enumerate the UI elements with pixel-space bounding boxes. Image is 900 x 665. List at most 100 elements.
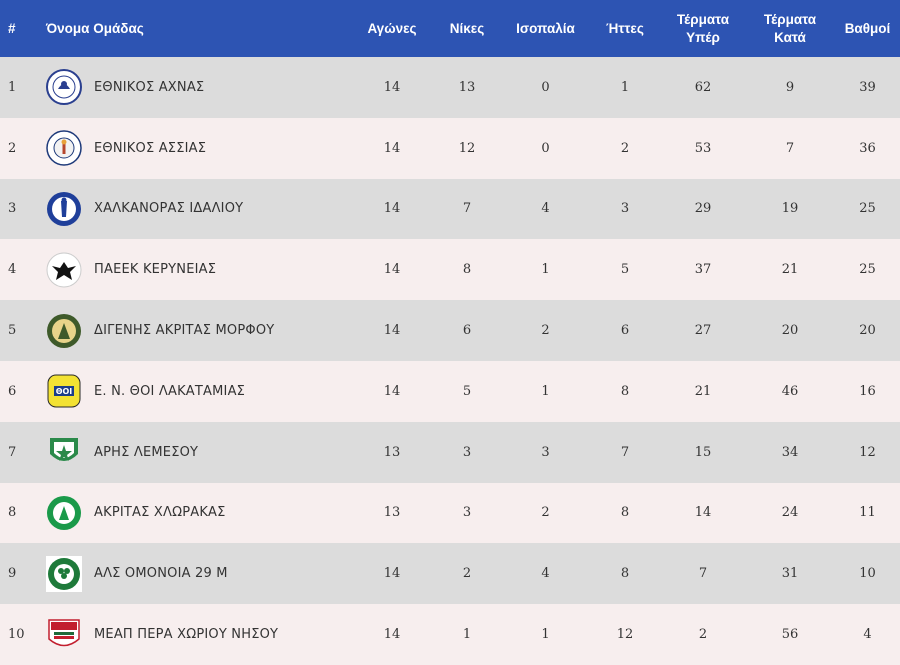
team-name[interactable]: ΔΙΓΕΝΗΣ ΑΚΡΙΤΑΣ ΜΟΡΦΟΥ (94, 323, 275, 339)
header-losses[interactable]: Ήττες (606, 20, 644, 36)
table-row[interactable]: 1 ΕΘΝΙΚΟΣ ΑΧΝΑΣ 14 13 0 1 62 9 39 (0, 57, 900, 118)
team-cell[interactable]: ΠΑΕΕΚ ΚΕΡΥΝΕΙΑΣ (46, 239, 352, 300)
draws-cell: 1 (541, 262, 550, 278)
wins-cell: 3 (462, 505, 472, 521)
table-row[interactable]: 2 ΕΘΝΙΚΟΣ ΑΣΣΙΑΣ 14 12 0 2 53 7 36 (0, 117, 900, 179)
table-row[interactable]: 8 ΑΚΡΙΤΑΣ ΧΛΩΡΑΚΑΣ 13 3 2 8 14 24 11 (0, 482, 900, 544)
header-points[interactable]: Βαθμοί (844, 20, 891, 36)
points-cell: 39 (859, 79, 876, 95)
team-cell[interactable]: ΜΕΑΠ ΠΕΡΑ ΧΩΡΙΟΥ ΝΗΣΟΥ (46, 604, 352, 665)
played-cell: 14 (383, 201, 401, 217)
omonoia-crest-icon (46, 555, 82, 592)
team-cell[interactable]: ΔΙΓΕΝΗΣ ΑΚΡΙΤΑΣ ΜΟΡΦΟΥ (46, 300, 352, 361)
team-cell[interactable]: ΑΚΡΙΤΑΣ ΧΛΩΡΑΚΑΣ (46, 483, 352, 544)
ethnikos-achnas-crest-icon (46, 69, 82, 106)
points-cell: 20 (859, 323, 876, 339)
position-cell: 6 (8, 383, 17, 399)
header-draws[interactable]: Ισοπαλία (516, 20, 575, 36)
goals-against-cell: 7 (785, 140, 795, 156)
points-cell: 11 (859, 505, 876, 521)
draws-cell: 4 (541, 566, 550, 582)
header-team-name[interactable]: Όνομα Ομάδας (46, 20, 144, 36)
goals-against-cell: 21 (781, 262, 799, 278)
goals-for-cell: 7 (698, 566, 708, 582)
goals-for-cell: 14 (694, 505, 712, 521)
table-row[interactable]: 7 ΑΡΗΣ ΛΕΜΕΣΟΥ 13 3 3 7 15 34 12 (0, 421, 900, 483)
wins-cell: 3 (462, 444, 472, 460)
team-name[interactable]: ΕΘΝΙΚΟΣ ΑΣΣΙΑΣ (94, 140, 207, 156)
ethnikos-assias-crest-icon (46, 130, 82, 166)
position-cell: 4 (8, 262, 17, 278)
played-cell: 14 (383, 566, 401, 582)
losses-cell: 3 (620, 201, 630, 217)
points-cell: 10 (859, 566, 876, 582)
played-cell: 14 (383, 79, 401, 95)
team-name[interactable]: ΜΕΑΠ ΠΕΡΑ ΧΩΡΙΟΥ ΝΗΣΟΥ (94, 627, 279, 643)
akritas-crest-icon (46, 495, 82, 531)
team-name[interactable]: ΧΑΛΚΑΝΟΡΑΣ ΙΔΑΛΙΟΥ (94, 201, 244, 217)
team-name[interactable]: ΕΘΝΙΚΟΣ ΑΧΝΑΣ (94, 79, 205, 95)
position-cell: 5 (8, 323, 17, 339)
wins-cell: 7 (462, 201, 472, 217)
team-name[interactable]: Ε. Ν. ΘΟΙ ΛΑΚΑΤΑΜΙΑΣ (94, 383, 246, 399)
losses-cell: 12 (616, 627, 634, 643)
points-cell: 36 (859, 140, 876, 156)
draws-cell: 2 (541, 505, 550, 521)
wins-cell: 12 (458, 140, 476, 156)
header-position[interactable]: # (8, 20, 16, 36)
goals-against-cell: 20 (781, 323, 799, 339)
played-cell: 13 (383, 505, 401, 521)
chalkanoras-crest-icon (46, 191, 82, 227)
team-cell[interactable]: ΑΡΗΣ ΛΕΜΕΣΟΥ (46, 422, 352, 483)
table-row[interactable]: 3 ΧΑΛΚΑΝΟΡΑΣ ΙΔΑΛΙΟΥ 14 7 4 3 29 19 25 (0, 178, 900, 240)
goals-against-cell: 19 (781, 201, 799, 217)
table-row[interactable]: 9 ΑΛΣ ΟΜΟΝΟΙΑ 29 Μ 14 2 4 8 7 31 10 (0, 543, 900, 605)
goals-for-cell: 53 (694, 140, 712, 156)
team-cell[interactable]: ΘΟΙ Ε. Ν. ΘΟΙ ΛΑΚΑΤΑΜΙΑΣ (46, 361, 352, 422)
header-wins[interactable]: Νίκες (449, 20, 485, 36)
points-cell: 25 (859, 262, 876, 278)
team-cell[interactable]: ΧΑΛΚΑΝΟΡΑΣ ΙΔΑΛΙΟΥ (46, 179, 352, 240)
wins-cell: 2 (462, 566, 472, 582)
table-row[interactable]: 6 ΘΟΙ Ε. Ν. ΘΟΙ ΛΑΚΑΤΑΜΙΑΣ 14 5 1 8 21 4… (0, 360, 900, 422)
table-row[interactable]: 4 ΠΑΕΕΚ ΚΕΡΥΝΕΙΑΣ 14 8 1 5 37 21 25 (0, 239, 900, 301)
position-cell: 1 (8, 79, 17, 95)
team-cell[interactable]: ΕΘΝΙΚΟΣ ΑΧΝΑΣ (46, 57, 352, 118)
losses-cell: 1 (620, 79, 630, 95)
team-name[interactable]: ΑΚΡΙΤΑΣ ΧΛΩΡΑΚΑΣ (94, 505, 226, 521)
meap-crest-icon (46, 617, 82, 653)
team-cell[interactable]: ΕΘΝΙΚΟΣ ΑΣΣΙΑΣ (46, 118, 352, 179)
standings-body: 1 ΕΘΝΙΚΟΣ ΑΧΝΑΣ 14 13 0 1 62 9 39 2 ΕΘΝΙ… (0, 57, 900, 665)
points-cell: 4 (863, 627, 872, 643)
goals-against-cell: 46 (781, 383, 799, 399)
draws-cell: 3 (541, 444, 550, 460)
table-header-row: # Όνομα Ομάδας Αγώνες Νίκες Ισοπαλία Ήττ… (0, 0, 900, 57)
team-name[interactable]: ΠΑΕΕΚ ΚΕΡΥΝΕΙΑΣ (94, 262, 217, 278)
thoi-crest-icon: ΘΟΙ (46, 373, 82, 409)
played-cell: 14 (383, 323, 401, 339)
wins-cell: 5 (462, 383, 472, 399)
played-cell: 14 (383, 627, 401, 643)
losses-cell: 7 (620, 444, 630, 460)
goals-against-cell: 31 (781, 566, 799, 582)
header-played[interactable]: Αγώνες (367, 20, 417, 36)
digenis-crest-icon (46, 313, 82, 349)
team-cell[interactable]: ΑΛΣ ΟΜΟΝΟΙΑ 29 Μ (46, 543, 352, 604)
wins-cell: 13 (458, 79, 476, 95)
wins-cell: 1 (462, 627, 472, 643)
draws-cell: 4 (541, 201, 550, 217)
team-name[interactable]: ΑΡΗΣ ΛΕΜΕΣΟΥ (94, 444, 199, 460)
draws-cell: 1 (541, 383, 550, 399)
table-row[interactable]: 5 ΔΙΓΕΝΗΣ ΑΚΡΙΤΑΣ ΜΟΡΦΟΥ 14 6 2 6 27 20 … (0, 300, 900, 361)
team-name[interactable]: ΑΛΣ ΟΜΟΝΟΙΑ 29 Μ (94, 566, 228, 582)
header-goals-against[interactable]: Τέρματα Κατά (763, 11, 817, 45)
losses-cell: 8 (620, 505, 630, 521)
points-cell: 12 (859, 444, 876, 460)
position-cell: 3 (8, 201, 17, 217)
goals-for-cell: 21 (694, 383, 712, 399)
header-goals-for[interactable]: Τέρματα Υπέρ (676, 11, 730, 45)
goals-against-cell: 34 (781, 444, 799, 460)
table-row[interactable]: 10 ΜΕΑΠ ΠΕΡΑ ΧΩΡΙΟΥ ΝΗΣΟΥ 14 1 1 12 2 56… (0, 604, 900, 665)
points-cell: 25 (859, 201, 876, 217)
